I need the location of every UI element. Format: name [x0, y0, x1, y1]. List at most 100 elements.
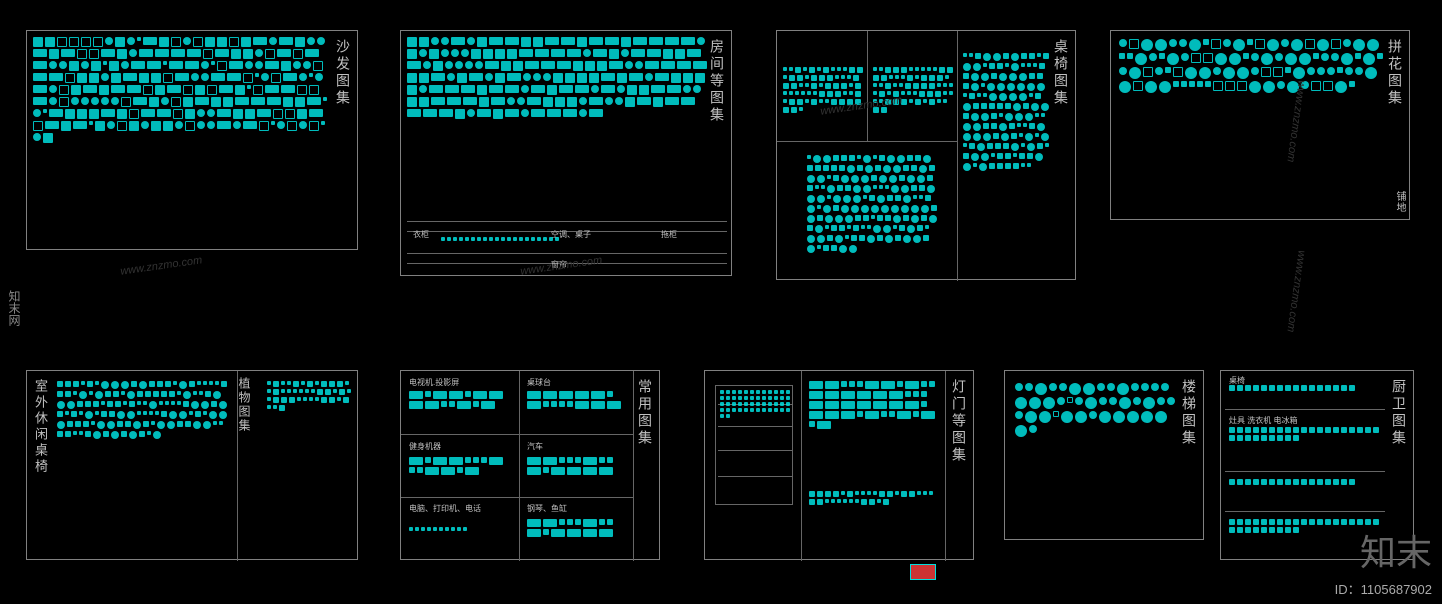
cad-symbol-icon [1275, 53, 1283, 61]
cad-symbol-icon [857, 381, 863, 387]
cad-symbol-icon [139, 73, 149, 83]
cad-symbol-icon [213, 391, 221, 399]
cad-symbol-icon [591, 391, 605, 399]
cad-symbol-icon [157, 109, 171, 117]
cad-symbol-icon [33, 109, 41, 117]
cad-symbol-icon [141, 121, 149, 129]
cad-symbol-icon [901, 185, 909, 193]
cad-symbol-icon [1213, 67, 1221, 75]
cad-symbol-icon [851, 205, 859, 213]
cad-symbol-icon [1223, 67, 1235, 79]
cad-symbol-icon [843, 499, 847, 503]
cad-symbol-icon [567, 97, 577, 107]
cad-symbol-icon [285, 109, 295, 119]
cad-symbol-icon [819, 75, 825, 81]
cad-symbol-icon [281, 389, 285, 393]
cad-symbol-icon [1237, 427, 1243, 433]
cad-symbol-icon [501, 61, 511, 71]
cad-symbol-icon [121, 381, 129, 389]
cad-symbol-icon [247, 85, 251, 89]
cad-symbol-icon [485, 61, 499, 69]
cad-symbol-icon [780, 402, 784, 406]
cad-symbol-icon [57, 391, 63, 397]
cad-symbol-icon [431, 37, 439, 45]
cad-symbol-icon [879, 155, 885, 161]
cad-symbol-icon [925, 195, 931, 201]
cad-symbol-icon [851, 175, 859, 183]
cad-symbol-icon [513, 61, 523, 71]
cad-symbol-icon [807, 91, 811, 95]
cad-symbol-icon [1317, 67, 1325, 75]
cad-symbol-icon [1029, 123, 1035, 129]
cad-symbol-icon [989, 63, 995, 69]
cad-symbol-icon [885, 99, 891, 105]
panel-table: 桌椅图集 [776, 30, 1076, 280]
cad-symbol-icon [97, 421, 105, 429]
cad-symbol-icon [59, 97, 69, 107]
cad-symbol-icon [681, 37, 695, 45]
panel-stair: 楼梯图集 [1004, 370, 1204, 540]
cad-symbol-icon [911, 205, 919, 213]
cad-symbol-icon [527, 391, 541, 399]
cad-symbol-icon [726, 390, 730, 394]
cad-symbol-icon [783, 83, 789, 89]
cad-symbol-icon [179, 381, 187, 389]
cad-symbol-icon [817, 67, 821, 71]
cad-symbol-icon [567, 457, 573, 463]
cad-symbol-icon [815, 185, 819, 189]
cad-symbol-icon [79, 391, 87, 399]
cad-symbol-icon [339, 389, 345, 395]
cad-symbol-icon [1097, 383, 1105, 391]
cad-symbol-icon [293, 389, 297, 393]
grid-room [407, 37, 707, 207]
cad-symbol-icon [429, 49, 439, 59]
cad-symbol-icon [77, 401, 83, 407]
cad-symbol-icon [347, 389, 351, 393]
cad-symbol-icon [473, 401, 479, 407]
cad-symbol-icon [1023, 103, 1029, 109]
cad-symbol-icon [65, 411, 69, 415]
cad-symbol-icon [323, 97, 327, 101]
cad-symbol-icon [841, 381, 847, 387]
cad-symbol-icon [913, 83, 919, 89]
cad-symbol-icon [445, 61, 453, 69]
cad-symbol-icon [774, 408, 778, 412]
cad-symbol-icon [780, 408, 784, 412]
cad-symbol-icon [1255, 39, 1265, 49]
cad-symbol-icon [185, 421, 191, 427]
cad-symbol-icon [559, 457, 565, 463]
grid-stair [1015, 383, 1175, 533]
cad-symbol-icon [1119, 53, 1125, 59]
cad-symbol-icon [441, 37, 449, 45]
cad-symbol-icon [861, 175, 869, 183]
grid-table-c [963, 53, 1049, 213]
cad-symbol-icon [845, 185, 851, 191]
cad-symbol-icon [507, 73, 521, 81]
cad-symbol-icon [801, 91, 805, 95]
cad-symbol-icon [750, 396, 754, 400]
cad-symbol-icon [209, 411, 217, 419]
cad-symbol-icon [1035, 153, 1043, 161]
cad-symbol-icon [789, 75, 795, 81]
cad-symbol-icon [431, 73, 445, 81]
cad-symbol-icon [309, 85, 319, 95]
cad-symbol-icon [89, 49, 99, 59]
cad-symbol-icon [1117, 383, 1129, 395]
cad-symbol-icon [969, 93, 975, 99]
grid-sofa [33, 37, 333, 245]
cad-symbol-icon [343, 397, 349, 403]
cad-symbol-icon [983, 123, 989, 129]
cad-symbol-icon [805, 75, 809, 79]
cad-symbol-icon [245, 109, 255, 119]
cad-symbol-icon [211, 61, 215, 65]
cad-symbol-icon [265, 49, 275, 59]
cad-symbol-icon [999, 113, 1003, 117]
cad-symbol-icon [559, 85, 573, 93]
cad-symbol-icon [841, 491, 845, 495]
cad-symbol-icon [720, 402, 724, 406]
cad-symbol-icon [863, 155, 871, 163]
cad-symbol-icon [543, 457, 557, 465]
cad-symbol-icon [907, 91, 911, 95]
cad-symbol-icon [527, 529, 541, 537]
cad-symbol-icon [1331, 53, 1339, 61]
